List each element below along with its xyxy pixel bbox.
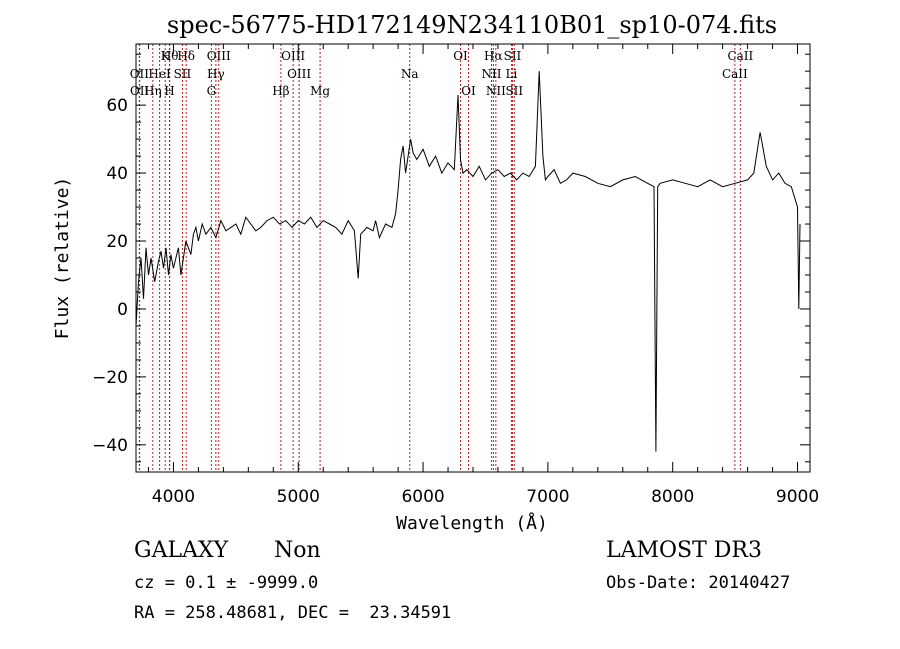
line-label: OIII: [207, 49, 231, 63]
x-tick-label: 9000: [776, 487, 819, 507]
x-axis-label: Wavelength (Å): [396, 512, 548, 534]
y-tick-label: 60: [106, 96, 128, 116]
ra-dec-value: RA = 258.48681, DEC = 23.34591: [134, 603, 452, 623]
line-label: OII: [130, 84, 150, 98]
spectrum-line: [135, 71, 801, 452]
line-label: OI: [453, 49, 468, 63]
line-label: OIII: [281, 49, 305, 63]
line-label: NII: [481, 67, 501, 81]
line-label: OI: [461, 84, 476, 98]
line-label: HeI: [148, 67, 171, 81]
line-label: SII: [504, 49, 522, 63]
y-axis-ticks: −40 −20 0 20 40 60: [92, 53, 810, 463]
line-label: G: [207, 84, 217, 98]
line-label: Hθ: [161, 49, 179, 63]
survey-label: LAMOST DR3: [606, 538, 762, 563]
line-label: Hδ: [177, 49, 195, 63]
obs-date: Obs-Date: 20140427: [606, 573, 791, 593]
x-tick-label: 7000: [526, 487, 569, 507]
x-tick-label: 6000: [401, 487, 444, 507]
line-label: SII: [505, 84, 523, 98]
line-label: Hη: [144, 84, 162, 98]
line-label: Li: [506, 67, 518, 81]
subclass-label: Non: [274, 538, 321, 563]
line-label: Hγ: [207, 67, 225, 81]
y-tick-label: −40: [92, 436, 128, 456]
line-label: K: [161, 49, 171, 63]
plot-frame: [135, 43, 811, 473]
line-label: Hα: [484, 49, 503, 63]
y-axis-label: Flux (relative): [52, 177, 73, 340]
line-label: OII: [130, 67, 150, 81]
y-tick-label: 40: [106, 164, 128, 184]
line-label: OIII: [287, 67, 311, 81]
x-tick-label: 5000: [277, 487, 320, 507]
line-label: Hβ: [272, 84, 289, 98]
cz-value: cz = 0.1 ± -9999.0: [134, 573, 319, 593]
y-tick-label: 0: [117, 300, 128, 320]
x-axis-ticks: 4000 5000 6000 7000 8000 9000: [147, 44, 819, 507]
line-label: Mg: [310, 84, 330, 98]
spectral-line-markers: [138, 44, 741, 472]
line-label: CaII: [722, 67, 748, 81]
line-label: CaII: [727, 49, 753, 63]
line-label: H: [164, 84, 174, 98]
y-tick-label: 20: [106, 232, 128, 252]
line-label: SII: [174, 67, 192, 81]
x-tick-label: 8000: [651, 487, 694, 507]
x-tick-label: 4000: [152, 487, 195, 507]
chart-title: spec-56775-HD172149N234110B01_sp10-074.f…: [167, 11, 777, 39]
y-tick-label: −20: [92, 368, 128, 388]
class-label: GALAXY: [134, 538, 229, 563]
line-label: NII: [486, 84, 506, 98]
line-label: Na: [401, 67, 419, 81]
